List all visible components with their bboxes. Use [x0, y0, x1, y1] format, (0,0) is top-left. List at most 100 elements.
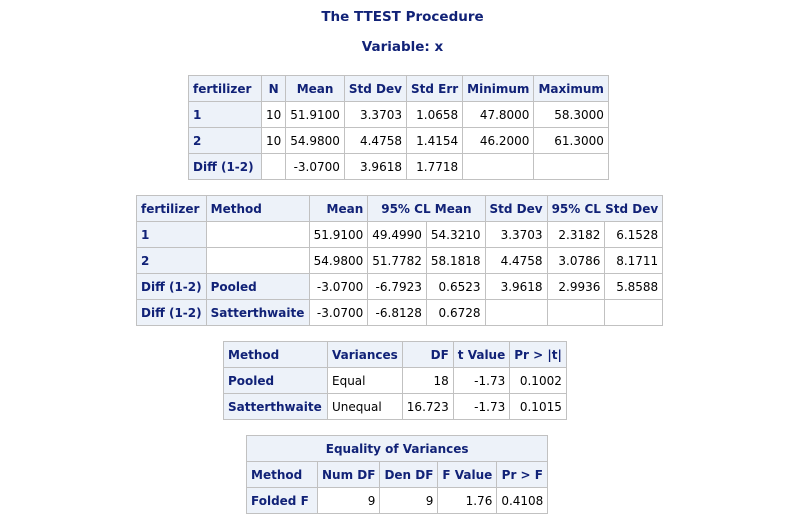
table-caption: Equality of Variances: [245, 435, 549, 462]
column-header: fertilizer: [136, 195, 207, 222]
row-header: Pooled: [205, 273, 310, 300]
table-cell: 0.1002: [509, 367, 567, 394]
column-header: Maximum: [533, 75, 609, 102]
row-header: Diff (1-2): [136, 273, 207, 300]
column-header: Num DF: [316, 461, 381, 488]
ttests-table: Method Variances DF t Value Pr > |t| Poo…: [223, 341, 567, 420]
table-cell: 9: [379, 487, 439, 514]
variable-title: Variable: x: [361, 39, 444, 55]
table-header-row: fertilizer Method Mean 95% CL Mean Std D…: [136, 195, 664, 222]
row-header: 1: [136, 221, 207, 248]
table-cell: Unequal: [327, 393, 403, 420]
table-cell: 0.6728: [425, 299, 486, 326]
table-row: 1 10 51.9100 3.3703 1.0658 47.8000 58.30…: [188, 101, 609, 128]
column-header: Den DF: [379, 461, 439, 488]
row-header: Diff (1-2): [136, 299, 207, 326]
column-header: t Value: [452, 341, 511, 368]
table-cell: 0.4108: [496, 487, 549, 514]
column-header: 95% CL Mean: [367, 195, 486, 222]
table-cell: -6.8128: [367, 299, 427, 326]
table-cell: [462, 153, 535, 180]
table-cell: 0.6523: [425, 273, 486, 300]
column-header: Variances: [327, 341, 403, 368]
table-cell: 58.3000: [533, 101, 609, 128]
table-cell: -3.0700: [308, 299, 369, 326]
table-row: 2 10 54.9800 4.4758 1.4154 46.2000 61.30…: [188, 127, 609, 154]
table-cell: -6.7923: [367, 273, 427, 300]
table-cell: 2.3182: [546, 221, 606, 248]
table-cell: 0.1015: [509, 393, 567, 420]
table-cell: 5.8588: [604, 273, 664, 300]
table-cell: -1.73: [452, 393, 511, 420]
column-header: F Value: [437, 461, 498, 488]
table-row: Pooled Equal 18 -1.73 0.1002: [223, 367, 567, 394]
table-caption-row: Equality of Variances: [245, 435, 549, 462]
table-cell: 46.2000: [462, 127, 535, 154]
table-cell: 58.1818: [425, 247, 486, 274]
column-header: Minimum: [462, 75, 535, 102]
row-header: Diff (1-2): [188, 153, 262, 180]
table-cell: 1.76: [437, 487, 498, 514]
statistics-table: fertilizer N Mean Std Dev Std Err Minimu…: [188, 75, 609, 180]
table-cell: 1.4154: [405, 127, 464, 154]
table-cell: Equal: [327, 367, 403, 394]
table-cell: [604, 299, 664, 326]
table-row: Folded F 9 9 1.76 0.4108: [246, 487, 549, 514]
table-cell: [205, 247, 310, 274]
column-header: Method: [205, 195, 310, 222]
row-header: Folded F: [246, 487, 318, 514]
table-cell: 18: [401, 367, 454, 394]
table-header-row: Method Variances DF t Value Pr > |t|: [223, 341, 567, 368]
equality-of-variances-table: Equality of Variances Method Num DF Den …: [245, 435, 549, 514]
table-cell: 16.723: [401, 393, 454, 420]
table-row: Satterthwaite Unequal 16.723 -1.73 0.101…: [223, 393, 567, 420]
column-header: Pr > F: [496, 461, 549, 488]
table-cell: 3.3703: [484, 221, 548, 248]
table-cell: 6.1528: [604, 221, 664, 248]
row-header: 2: [136, 247, 207, 274]
column-header: Mean: [285, 75, 345, 102]
column-header: Std Err: [405, 75, 464, 102]
column-header: Pr > |t|: [509, 341, 567, 368]
table-row: Diff (1-2) Pooled -3.0700 -6.7923 0.6523…: [136, 273, 664, 300]
column-header: 95% CL Std Dev: [546, 195, 664, 222]
row-header: Satterthwaite: [223, 393, 328, 420]
table-cell: [533, 153, 609, 180]
table-cell: 8.1711: [604, 247, 664, 274]
table-cell: -3.0700: [308, 273, 369, 300]
table-cell: [260, 153, 287, 180]
table-cell: 3.9618: [343, 153, 407, 180]
column-header: Method: [246, 461, 318, 488]
table-cell: 61.3000: [533, 127, 609, 154]
table-cell: -3.0700: [285, 153, 345, 180]
table-cell: 4.4758: [484, 247, 548, 274]
table-cell: 51.7782: [367, 247, 427, 274]
column-header: N: [260, 75, 287, 102]
table-cell: -1.73: [452, 367, 511, 394]
table-cell: [484, 299, 548, 326]
table-cell: 49.4990: [367, 221, 427, 248]
table-header-row: Method Num DF Den DF F Value Pr > F: [246, 461, 549, 488]
table-row: 1 51.9100 49.4990 54.3210 3.3703 2.3182 …: [136, 221, 664, 248]
column-header: Method: [223, 341, 328, 368]
table-cell: 54.9800: [308, 247, 369, 274]
table-cell: 47.8000: [462, 101, 535, 128]
table-cell: 9: [316, 487, 381, 514]
table-cell: 3.3703: [343, 101, 407, 128]
table-cell: 1.0658: [405, 101, 464, 128]
column-header: DF: [401, 341, 454, 368]
procedure-title: The TTEST Procedure: [321, 9, 484, 25]
table-header-row: fertilizer N Mean Std Dev Std Err Minimu…: [188, 75, 609, 102]
table-cell: [205, 221, 310, 248]
confidence-limits-table: fertilizer Method Mean 95% CL Mean Std D…: [136, 195, 664, 326]
table-cell: 3.9618: [484, 273, 548, 300]
column-header: Mean: [308, 195, 369, 222]
table-cell: 51.9100: [308, 221, 369, 248]
row-header: 2: [188, 127, 262, 154]
table-row: Diff (1-2) Satterthwaite -3.0700 -6.8128…: [136, 299, 664, 326]
table-row: Diff (1-2) -3.0700 3.9618 1.7718: [188, 153, 609, 180]
table-cell: [546, 299, 606, 326]
column-header: Std Dev: [484, 195, 548, 222]
row-header: 1: [188, 101, 262, 128]
row-header: Pooled: [223, 367, 328, 394]
